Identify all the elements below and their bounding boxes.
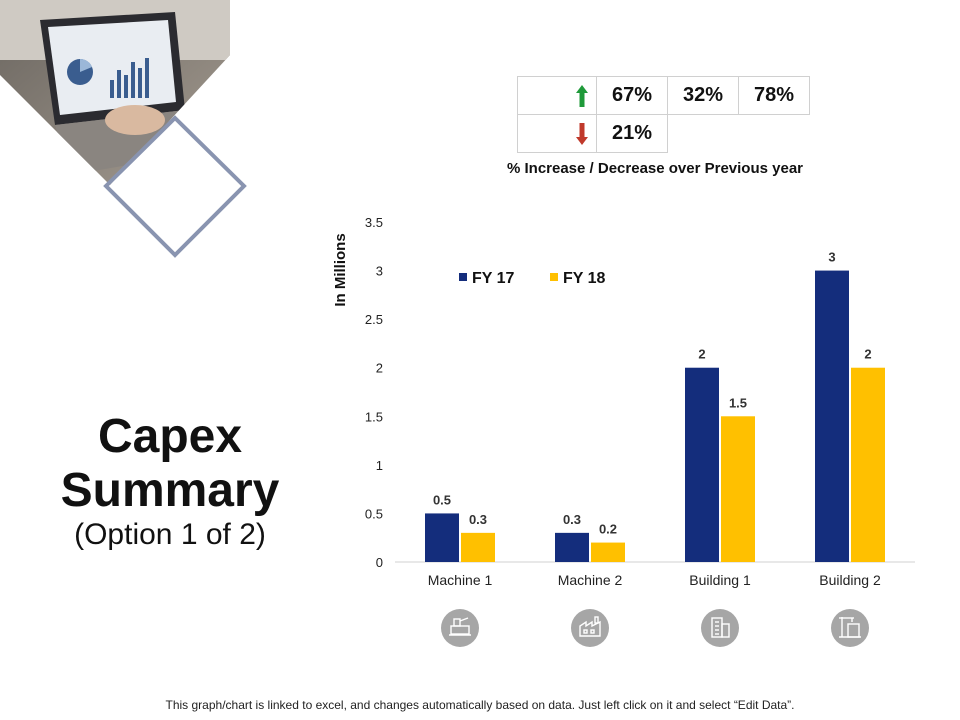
- data-label: 0.2: [599, 522, 617, 537]
- stats-table: 67% 32% 78% 21%: [517, 76, 810, 153]
- x-tick-label: Machine 1: [428, 572, 493, 588]
- legend-swatch: [550, 273, 558, 281]
- bar: [555, 532, 589, 562]
- bar: [851, 367, 885, 562]
- x-tick-label: Building 2: [819, 572, 881, 588]
- increase-row: 67% 32% 78%: [517, 76, 810, 115]
- page-title-line-2: Summary: [60, 464, 280, 517]
- data-label: 2: [864, 347, 871, 362]
- data-label: 1.5: [729, 395, 747, 410]
- data-label: 0.5: [433, 492, 451, 507]
- legend-entry: FY 17: [472, 270, 515, 287]
- building-crane-icon: [831, 609, 869, 647]
- title-block: Capex Summary (Option 1 of 2): [20, 410, 320, 552]
- machine-icon-glyph: [449, 617, 471, 636]
- y-tick-label: 3: [376, 264, 383, 279]
- x-tick-label: Machine 2: [558, 572, 623, 588]
- footnote: This graph/chart is linked to excel, and…: [165, 698, 795, 712]
- y-axis-label: In Millions: [332, 233, 349, 306]
- capex-bar-chart: 0 0.5 1 1.5 2 2.5 3 3.5 In Millions FY 17 FY 18 0.5…: [332, 215, 915, 647]
- y-tick-label: 2.5: [365, 312, 383, 327]
- legend-swatch: [459, 273, 467, 281]
- bar: [721, 416, 755, 562]
- data-label: 0.3: [563, 512, 581, 527]
- building-crane-icon-glyph: [839, 617, 861, 638]
- increase-arrow-cell: [517, 76, 597, 115]
- bar: [591, 542, 625, 562]
- bar: [425, 513, 459, 562]
- y-tick-label: 1: [376, 458, 383, 473]
- factory-icon-glyph: [579, 616, 601, 637]
- decorative-diamond: [103, 115, 247, 258]
- factory-icon: [571, 609, 609, 647]
- building-icon-glyph: [711, 617, 730, 638]
- y-tick-label: 0.5: [365, 506, 383, 521]
- data-label: 0.3: [469, 512, 487, 527]
- building-icon: [701, 609, 739, 647]
- bar: [685, 367, 719, 562]
- increase-value: 67%: [596, 76, 668, 115]
- increase-value: 32%: [667, 76, 739, 115]
- page-title-line-1: Capex: [97, 410, 243, 463]
- y-tick-label: 3.5: [365, 215, 383, 230]
- increase-value: 78%: [738, 76, 810, 115]
- machine-icon: [441, 609, 479, 647]
- x-tick-label: Building 1: [689, 572, 751, 588]
- bar: [461, 532, 495, 562]
- decrease-arrow-cell: [517, 114, 597, 153]
- bar: [815, 270, 849, 562]
- y-tick-label: 0: [376, 555, 383, 570]
- stats-caption: % Increase / Decrease over Previous year: [506, 160, 804, 177]
- data-label: 3: [828, 250, 835, 265]
- y-tick-label: 1.5: [365, 409, 383, 424]
- decrease-value: 21%: [596, 114, 668, 153]
- page-subtitle: (Option 1 of 2): [74, 518, 266, 551]
- decrease-row: 21%: [517, 114, 810, 153]
- legend-entry: FY 18: [563, 270, 606, 287]
- y-tick-label: 2: [376, 361, 383, 376]
- arrow-down-icon: [576, 122, 588, 145]
- laptop-photo: [0, 0, 230, 185]
- arrow-up-icon: [576, 84, 588, 107]
- data-label: 2: [698, 347, 705, 362]
